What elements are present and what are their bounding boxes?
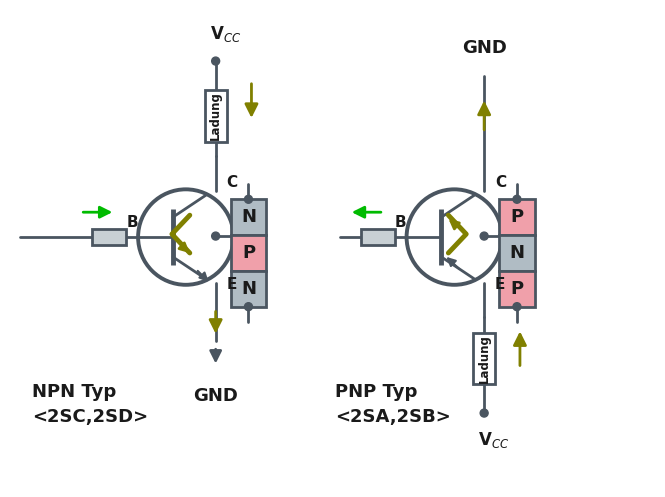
- Text: V$_{CC}$: V$_{CC}$: [210, 24, 241, 44]
- Text: B: B: [395, 215, 406, 230]
- Text: B: B: [126, 215, 138, 230]
- Bar: [499, 271, 535, 307]
- Text: C: C: [495, 175, 506, 190]
- Bar: [499, 235, 535, 271]
- Bar: [231, 199, 267, 235]
- Circle shape: [480, 232, 488, 240]
- Text: C: C: [227, 175, 237, 190]
- Text: N: N: [241, 280, 256, 298]
- Text: E: E: [495, 277, 505, 292]
- Bar: [231, 271, 267, 307]
- Circle shape: [211, 57, 219, 65]
- Bar: [231, 235, 267, 271]
- Bar: [473, 332, 495, 384]
- Text: PNP Typ
<2SA,2SB>: PNP Typ <2SA,2SB>: [335, 383, 451, 425]
- Bar: [92, 229, 126, 245]
- Text: N: N: [241, 208, 256, 226]
- Bar: [499, 199, 535, 235]
- Text: GND: GND: [462, 39, 507, 57]
- Circle shape: [245, 195, 253, 203]
- Circle shape: [513, 303, 521, 311]
- Text: E: E: [227, 277, 237, 292]
- Circle shape: [480, 409, 488, 417]
- Circle shape: [513, 195, 521, 203]
- Text: V$_{CC}$: V$_{CC}$: [479, 430, 509, 450]
- Text: GND: GND: [194, 387, 238, 405]
- Bar: [361, 229, 394, 245]
- Bar: [205, 90, 227, 142]
- Text: P: P: [511, 208, 523, 226]
- Text: P: P: [242, 244, 255, 262]
- Text: P: P: [511, 280, 523, 298]
- Text: Ladung: Ladung: [209, 91, 222, 140]
- Text: NPN Typ
<2SC,2SD>: NPN Typ <2SC,2SD>: [32, 383, 148, 425]
- Text: Ladung: Ladung: [477, 334, 491, 383]
- Circle shape: [211, 232, 219, 240]
- Circle shape: [245, 303, 253, 311]
- Text: N: N: [509, 244, 525, 262]
